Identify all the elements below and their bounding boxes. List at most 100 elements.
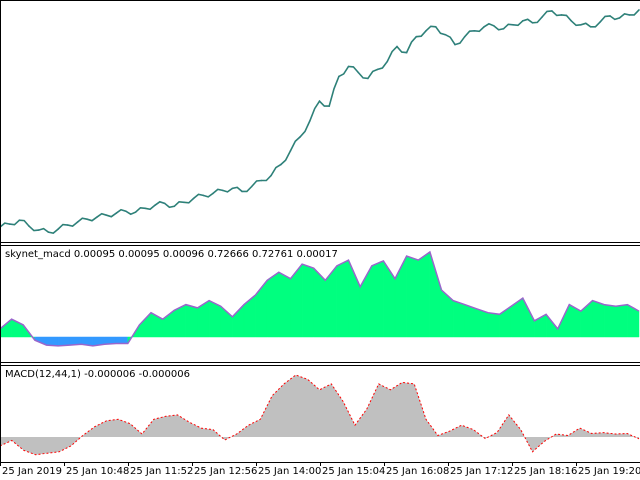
price-point [250, 185, 253, 188]
price-point [463, 35, 466, 38]
time-label: 25 Jan 11:52 [130, 466, 194, 477]
panel-separators[interactable] [0, 0, 640, 463]
macd-signal-line [0, 374, 640, 456]
skynet-histogram-segment [406, 255, 419, 338]
skynet-histogram-segment [429, 251, 442, 338]
price-point [589, 26, 592, 28]
price-point [309, 120, 311, 122]
price-point [144, 207, 146, 210]
skynet-histogram-segment [441, 289, 454, 338]
time-label: 25 Jan 15:04 [322, 466, 386, 477]
price-point [396, 45, 398, 48]
price-point [512, 24, 514, 26]
skynet-macd-panel[interactable] [0, 250, 640, 347]
chart-canvas [0, 0, 640, 463]
price-point [357, 71, 360, 74]
skynet-histogram-segment [592, 300, 605, 338]
price-point [173, 205, 176, 208]
price-line-bars [0, 9, 640, 234]
main-price-chart[interactable] [0, 9, 640, 234]
price-point [405, 51, 408, 54]
skynet-histogram-segment [371, 260, 384, 338]
price-line [0, 9, 640, 234]
price-point [289, 150, 292, 152]
time-label: 25 Jan 2019 [2, 466, 62, 477]
skynet-histogram-segment [278, 271, 291, 338]
macd-label: MACD(12,44,1) -0.000006 -0.000006 [5, 369, 190, 380]
price-point [86, 218, 88, 220]
price-point [37, 229, 40, 231]
time-axis: 25 Jan 2019 25 Jan 10:48 25 Jan 11:52 25 Ja… [0, 463, 640, 480]
price-point [105, 214, 108, 216]
price-point [47, 231, 50, 233]
price-point [115, 212, 117, 214]
price-point [125, 210, 127, 212]
time-label: 25 Jan 17:12 [450, 466, 514, 477]
price-point [57, 228, 59, 230]
price-point [493, 25, 495, 27]
macd-panel[interactable] [0, 374, 640, 456]
skynet-histogram-segment [487, 312, 500, 338]
skynet-histogram-segment [510, 297, 524, 338]
skynet-histogram-segment [603, 304, 617, 338]
price-point [76, 221, 79, 223]
price-point [183, 201, 185, 204]
time-label: 25 Jan 18:16 [514, 466, 578, 477]
price-point [318, 100, 321, 102]
price-point [570, 20, 572, 22]
time-tick [256, 463, 257, 466]
price-point [473, 30, 476, 32]
price-point [580, 24, 582, 26]
time-label: 25 Jan 10:48 [66, 466, 130, 477]
price-point [270, 174, 272, 177]
time-label: 25 Jan 14:00 [258, 466, 322, 477]
skynet-histogram-segment [301, 263, 314, 338]
price-point [483, 26, 485, 28]
skynet-histogram-segment [418, 251, 431, 338]
price-point [618, 17, 621, 19]
price-point [367, 77, 369, 80]
price-point [415, 35, 418, 38]
skynet-histogram-segment [452, 300, 465, 338]
skynet-histogram-segment [325, 265, 338, 338]
skynet-signal-line [0, 250, 640, 347]
price-point [376, 68, 379, 71]
skynet-histogram-segment [139, 312, 152, 338]
price-point [202, 194, 205, 197]
time-tick [320, 463, 321, 466]
skynet-histogram-segment [383, 260, 396, 338]
price-point [221, 189, 224, 192]
price-point [522, 20, 524, 22]
skynet-histogram-segment [615, 304, 628, 338]
skynet-histogram-segment [115, 336, 129, 344]
time-tick [0, 463, 1, 466]
time-tick [64, 463, 65, 466]
time-tick [384, 463, 385, 466]
price-point [638, 9, 640, 11]
price-point [67, 224, 69, 226]
price-point [531, 22, 534, 24]
price-point [551, 10, 553, 12]
price-point [444, 33, 447, 36]
price-point [280, 163, 282, 166]
price-point [231, 187, 234, 190]
skynet-histogram-segment [290, 263, 303, 338]
price-point [328, 105, 331, 107]
time-label: 25 Jan 19:20 [578, 466, 640, 477]
price-point [454, 43, 456, 46]
time-tick [128, 463, 129, 466]
price-point [260, 179, 263, 182]
time-tick [576, 463, 577, 466]
price-point [154, 204, 156, 207]
skynet-histogram-segment [243, 294, 256, 338]
price-point [347, 65, 350, 68]
price-point [96, 216, 98, 218]
time-tick [192, 463, 193, 466]
price-point [609, 15, 611, 17]
price-point [212, 192, 214, 195]
time-tick [512, 463, 513, 466]
price-point [8, 223, 11, 225]
price-point [425, 30, 427, 32]
price-point [28, 225, 30, 227]
